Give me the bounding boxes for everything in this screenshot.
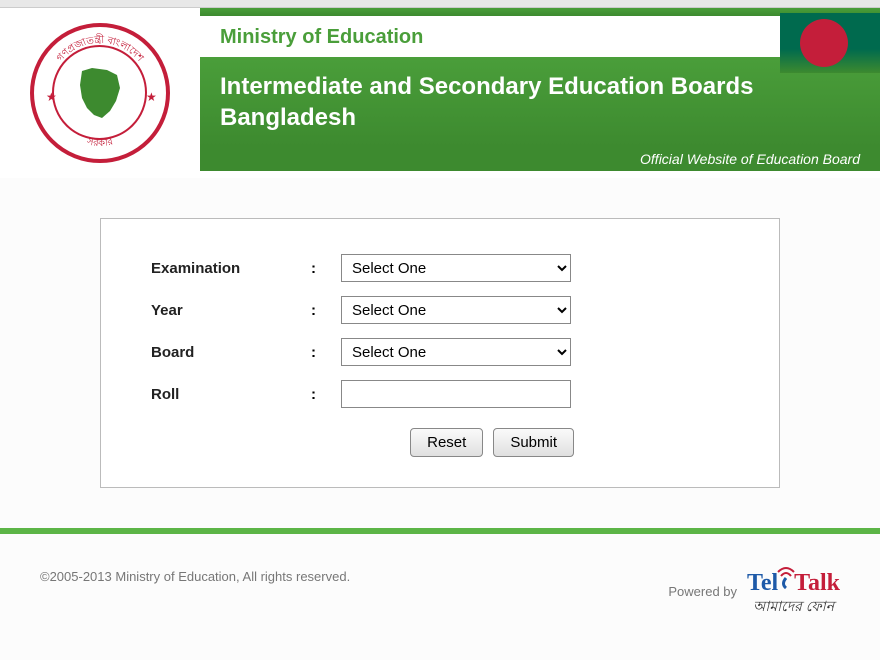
year-label: Year <box>151 302 311 319</box>
teletalk-tel: Tel <box>747 570 778 597</box>
page-title: Intermediate and Secondary Education Boa… <box>220 71 860 133</box>
bangladesh-flag-icon <box>780 13 880 73</box>
header-right: Ministry of Education Intermediate and S… <box>200 8 880 178</box>
svg-text:সরকার: সরকার <box>85 136 115 149</box>
form-row-board: Board : Select One <box>151 338 729 366</box>
colon: : <box>311 260 341 277</box>
colon: : <box>311 386 341 403</box>
colon: : <box>311 302 341 319</box>
board-label: Board <box>151 344 311 361</box>
roll-input[interactable] <box>341 380 571 408</box>
content-area: Examination : Select One Year : Select O… <box>0 178 880 528</box>
colon: : <box>311 344 341 361</box>
result-form: Examination : Select One Year : Select O… <box>100 218 780 488</box>
government-seal: গণপ্রজাতন্ত্রী বাংলাদেশ সরকার ★ ★ <box>30 23 170 163</box>
main-banner: Intermediate and Secondary Education Boa… <box>200 57 880 147</box>
logo-area: গণপ্রজাতন্ত্রী বাংলাদেশ সরকার ★ ★ <box>0 8 200 178</box>
svg-text:গণপ্রজাতন্ত্রী বাংলাদেশ: গণপ্রজাতন্ত্রী বাংলাদেশ <box>55 33 146 65</box>
form-row-roll: Roll : <box>151 380 729 408</box>
reset-button[interactable]: Reset <box>410 428 483 457</box>
examination-select[interactable]: Select One <box>341 254 571 282</box>
form-row-examination: Examination : Select One <box>151 254 729 282</box>
button-row: Reset Submit <box>151 428 729 457</box>
ministry-title: Ministry of Education <box>200 16 880 57</box>
examination-label: Examination <box>151 260 311 277</box>
svg-text:★: ★ <box>146 90 157 104</box>
teletalk-logo: Tel Talk আমাদের ফোন <box>747 564 840 619</box>
seal-text-icon: গণপ্রজাতন্ত্রী বাংলাদেশ সরকার ★ ★ <box>30 23 170 163</box>
powered-by-label: Powered by <box>668 584 737 599</box>
header: গণপ্রজাতন্ত্রী বাংলাদেশ সরকার ★ ★ Minist… <box>0 8 880 178</box>
footer: ©2005-2013 Ministry of Education, All ri… <box>0 528 880 619</box>
form-row-year: Year : Select One <box>151 296 729 324</box>
year-select[interactable]: Select One <box>341 296 571 324</box>
roll-label: Roll <box>151 386 311 403</box>
subtitle-bar: Official Website of Education Board <box>200 147 880 171</box>
submit-button[interactable]: Submit <box>493 428 574 457</box>
green-strip <box>200 8 880 16</box>
board-select[interactable]: Select One <box>341 338 571 366</box>
teletalk-talk: Talk <box>794 570 840 597</box>
copyright-text: ©2005-2013 Ministry of Education, All ri… <box>40 564 350 584</box>
powered-by: Powered by Tel Talk আমাদের ফোন <box>668 564 840 619</box>
teletalk-bangla: আমাদের ফোন <box>747 595 840 619</box>
top-bar <box>0 0 880 8</box>
svg-text:★: ★ <box>46 90 57 104</box>
